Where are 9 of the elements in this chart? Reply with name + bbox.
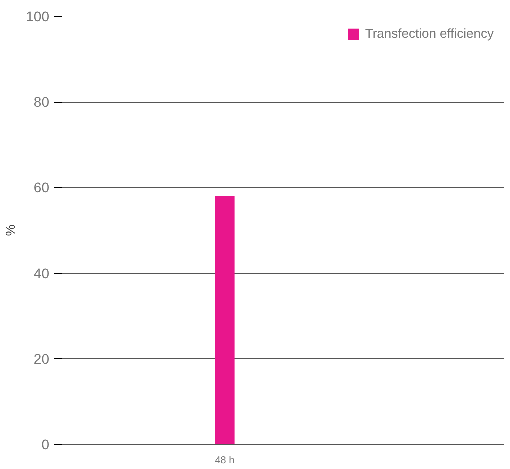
- y-tick-label: 100: [26, 8, 50, 24]
- y-tick-label: 0: [42, 436, 50, 452]
- y-tick-label: 20: [34, 350, 50, 367]
- y-tick-label: 40: [34, 265, 50, 282]
- y-axis-title: %: [3, 224, 18, 236]
- y-tick-label: 60: [34, 180, 50, 196]
- x-tick-label: 48 h: [215, 456, 235, 466]
- y-tick-label: 80: [34, 94, 50, 110]
- legend-label: Transfection efficiency: [365, 26, 494, 41]
